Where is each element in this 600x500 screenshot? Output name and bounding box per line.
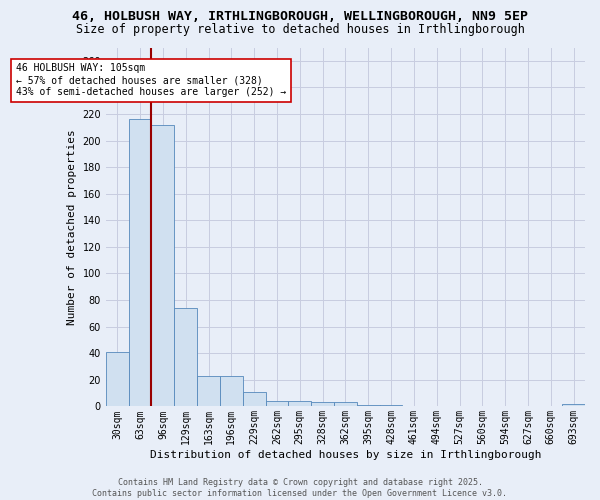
Text: Size of property relative to detached houses in Irthlingborough: Size of property relative to detached ho… bbox=[76, 22, 524, 36]
Y-axis label: Number of detached properties: Number of detached properties bbox=[67, 129, 77, 325]
Bar bbox=[128, 120, 151, 406]
Bar bbox=[562, 404, 585, 406]
Bar bbox=[243, 392, 266, 406]
Text: 46, HOLBUSH WAY, IRTHLINGBOROUGH, WELLINGBOROUGH, NN9 5EP: 46, HOLBUSH WAY, IRTHLINGBOROUGH, WELLIN… bbox=[72, 10, 528, 23]
Text: 46 HOLBUSH WAY: 105sqm
← 57% of detached houses are smaller (328)
43% of semi-de: 46 HOLBUSH WAY: 105sqm ← 57% of detached… bbox=[16, 64, 287, 96]
Text: Contains HM Land Registry data © Crown copyright and database right 2025.
Contai: Contains HM Land Registry data © Crown c… bbox=[92, 478, 508, 498]
Bar bbox=[220, 376, 243, 406]
Bar bbox=[380, 405, 403, 406]
Bar bbox=[197, 376, 220, 406]
Bar bbox=[106, 352, 128, 406]
Bar bbox=[266, 401, 289, 406]
Bar bbox=[289, 401, 311, 406]
Bar bbox=[334, 402, 357, 406]
Bar bbox=[311, 402, 334, 406]
Bar bbox=[151, 124, 174, 406]
Bar bbox=[357, 405, 380, 406]
Bar bbox=[174, 308, 197, 406]
X-axis label: Distribution of detached houses by size in Irthlingborough: Distribution of detached houses by size … bbox=[149, 450, 541, 460]
